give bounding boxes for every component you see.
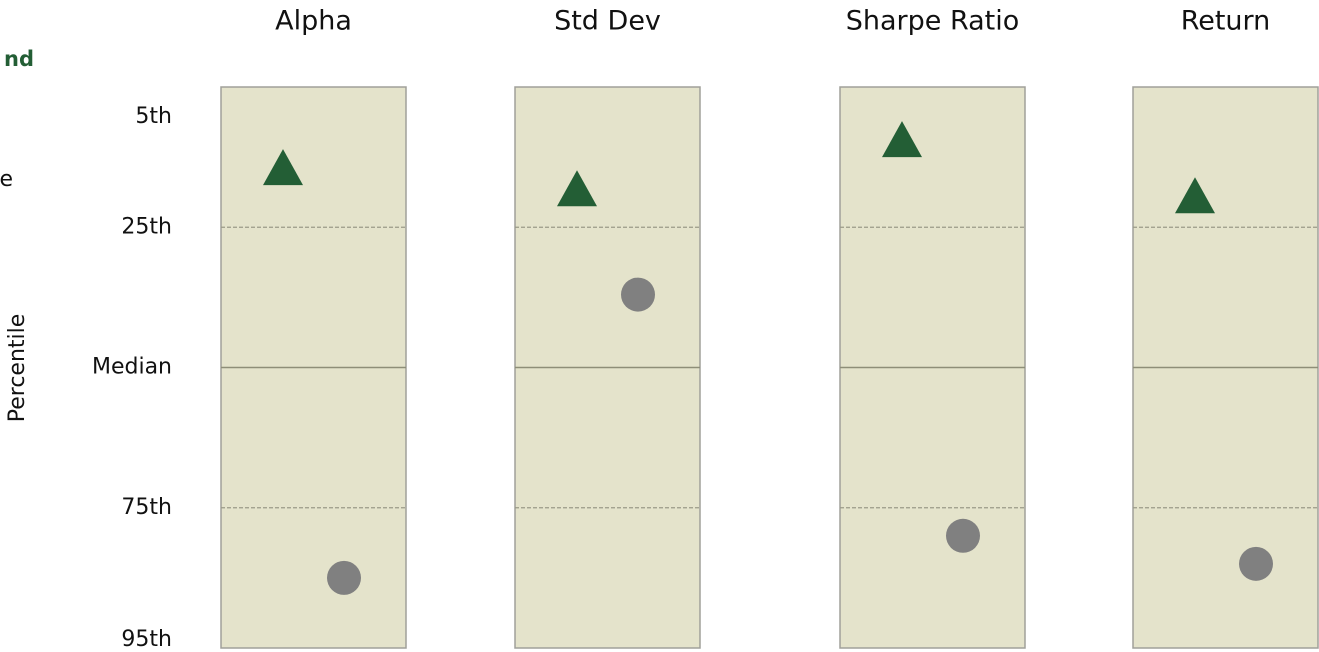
legend-label: nd — [4, 47, 34, 71]
panel-title: Std Dev — [554, 6, 661, 37]
y-tick-label: 25th — [121, 214, 172, 239]
panel-title: Return — [1181, 6, 1271, 37]
y-tick-label: 95th — [121, 627, 172, 652]
circle-marker — [327, 560, 361, 595]
y-tick-label: Median — [92, 355, 172, 380]
triangle-marker — [882, 121, 922, 158]
triangle-marker — [557, 170, 597, 207]
y-axis-label: Percentile — [5, 314, 30, 423]
circle-marker — [621, 277, 655, 312]
triangle-marker — [1175, 177, 1215, 214]
circle-marker — [1239, 546, 1273, 581]
triangle-marker — [263, 149, 303, 186]
panel-title: Sharpe Ratio — [846, 6, 1020, 37]
panel-title: Alpha — [275, 6, 352, 37]
legend-label: e — [0, 167, 13, 192]
y-tick-label: 75th — [121, 495, 172, 520]
y-tick-label: 5th — [135, 104, 172, 129]
circle-marker — [946, 518, 980, 553]
